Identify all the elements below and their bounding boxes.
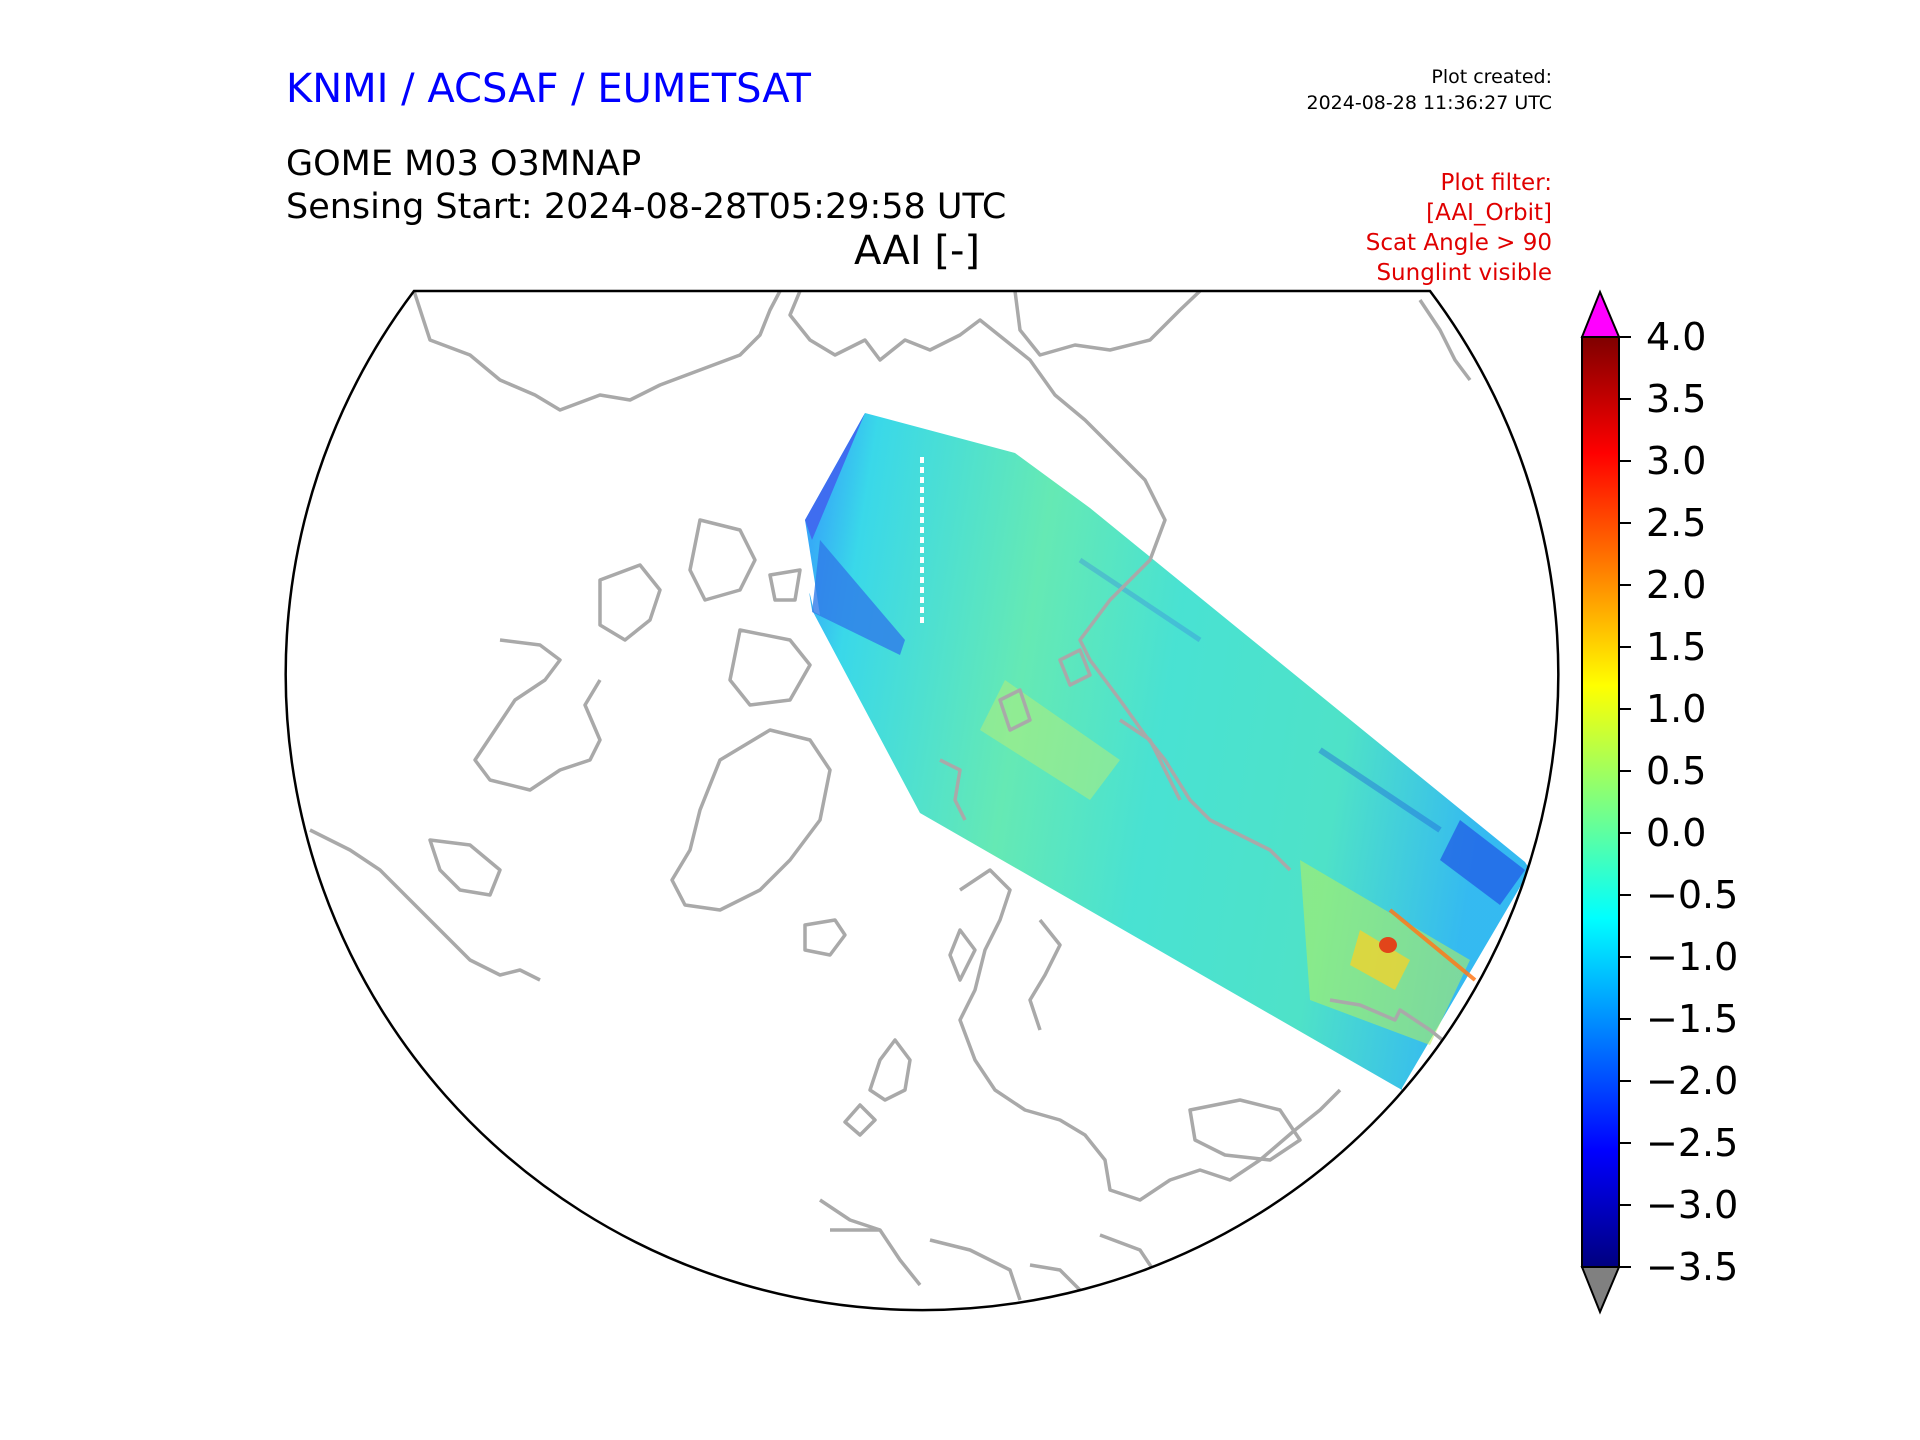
plot-filter: Plot filter: [AAI_Orbit] Scat Angle > 90…	[1366, 168, 1552, 288]
plot-created: Plot created: 2024-08-28 11:36:27 UTC	[1307, 64, 1553, 116]
plot-filter-line: Scat Angle > 90	[1365, 230, 1552, 256]
map-frame	[284, 289, 1560, 1312]
colorbar-tick-label: −2.5	[1646, 1121, 1739, 1165]
map-area	[309, 291, 1530, 1301]
colorbar-over-extension	[1580, 289, 1621, 338]
colorbar-tick-label: 2.5	[1646, 501, 1707, 545]
colorbar-gradient	[1582, 337, 1619, 1267]
colorbar-tick-label: 1.0	[1646, 687, 1707, 731]
colorbar-tick-label: 4.0	[1646, 315, 1707, 359]
plot-created-time: 2024-08-28 11:36:27 UTC	[1306, 92, 1553, 114]
product-title: GOME M03 O3MNAP	[286, 144, 642, 184]
plot-created-label: Plot created:	[1431, 66, 1552, 88]
colorbar-tick-label: −3.5	[1646, 1245, 1739, 1289]
colorbar-tick-label: 2.0	[1646, 563, 1707, 607]
aai-hotspot	[1379, 937, 1397, 953]
colorbar-under-extension	[1580, 1266, 1621, 1315]
colorbar-tick-label: −2.0	[1646, 1059, 1739, 1103]
colorbar-tick-label: 3.5	[1646, 377, 1707, 421]
colorbar	[1580, 289, 1631, 1315]
plot-filter-title: Plot filter:	[1440, 170, 1552, 196]
plot-filter-line: [AAI_Orbit]	[1426, 200, 1552, 226]
colorbar-tick-label: 3.0	[1646, 439, 1707, 483]
colorbar-tick-label: 0.0	[1646, 811, 1707, 855]
organization-title: KNMI / ACSAF / EUMETSAT	[286, 66, 811, 112]
colorbar-tick-label: −1.5	[1646, 997, 1739, 1041]
colorbar-tick-label: 0.5	[1646, 749, 1707, 793]
aai-swath	[805, 413, 1530, 1090]
colorbar-tick-label: 1.5	[1646, 625, 1707, 669]
parameter-title: AAI [-]	[854, 228, 980, 274]
colorbar-tick-label: −0.5	[1646, 873, 1739, 917]
sensing-start: Sensing Start: 2024-08-28T05:29:58 UTC	[286, 187, 1007, 227]
colorbar-tick-label: −3.0	[1646, 1183, 1739, 1227]
plot-filter-line: Sunglint visible	[1376, 260, 1552, 286]
colorbar-tick-label: −1.0	[1646, 935, 1739, 979]
coastlines	[309, 291, 1472, 1301]
